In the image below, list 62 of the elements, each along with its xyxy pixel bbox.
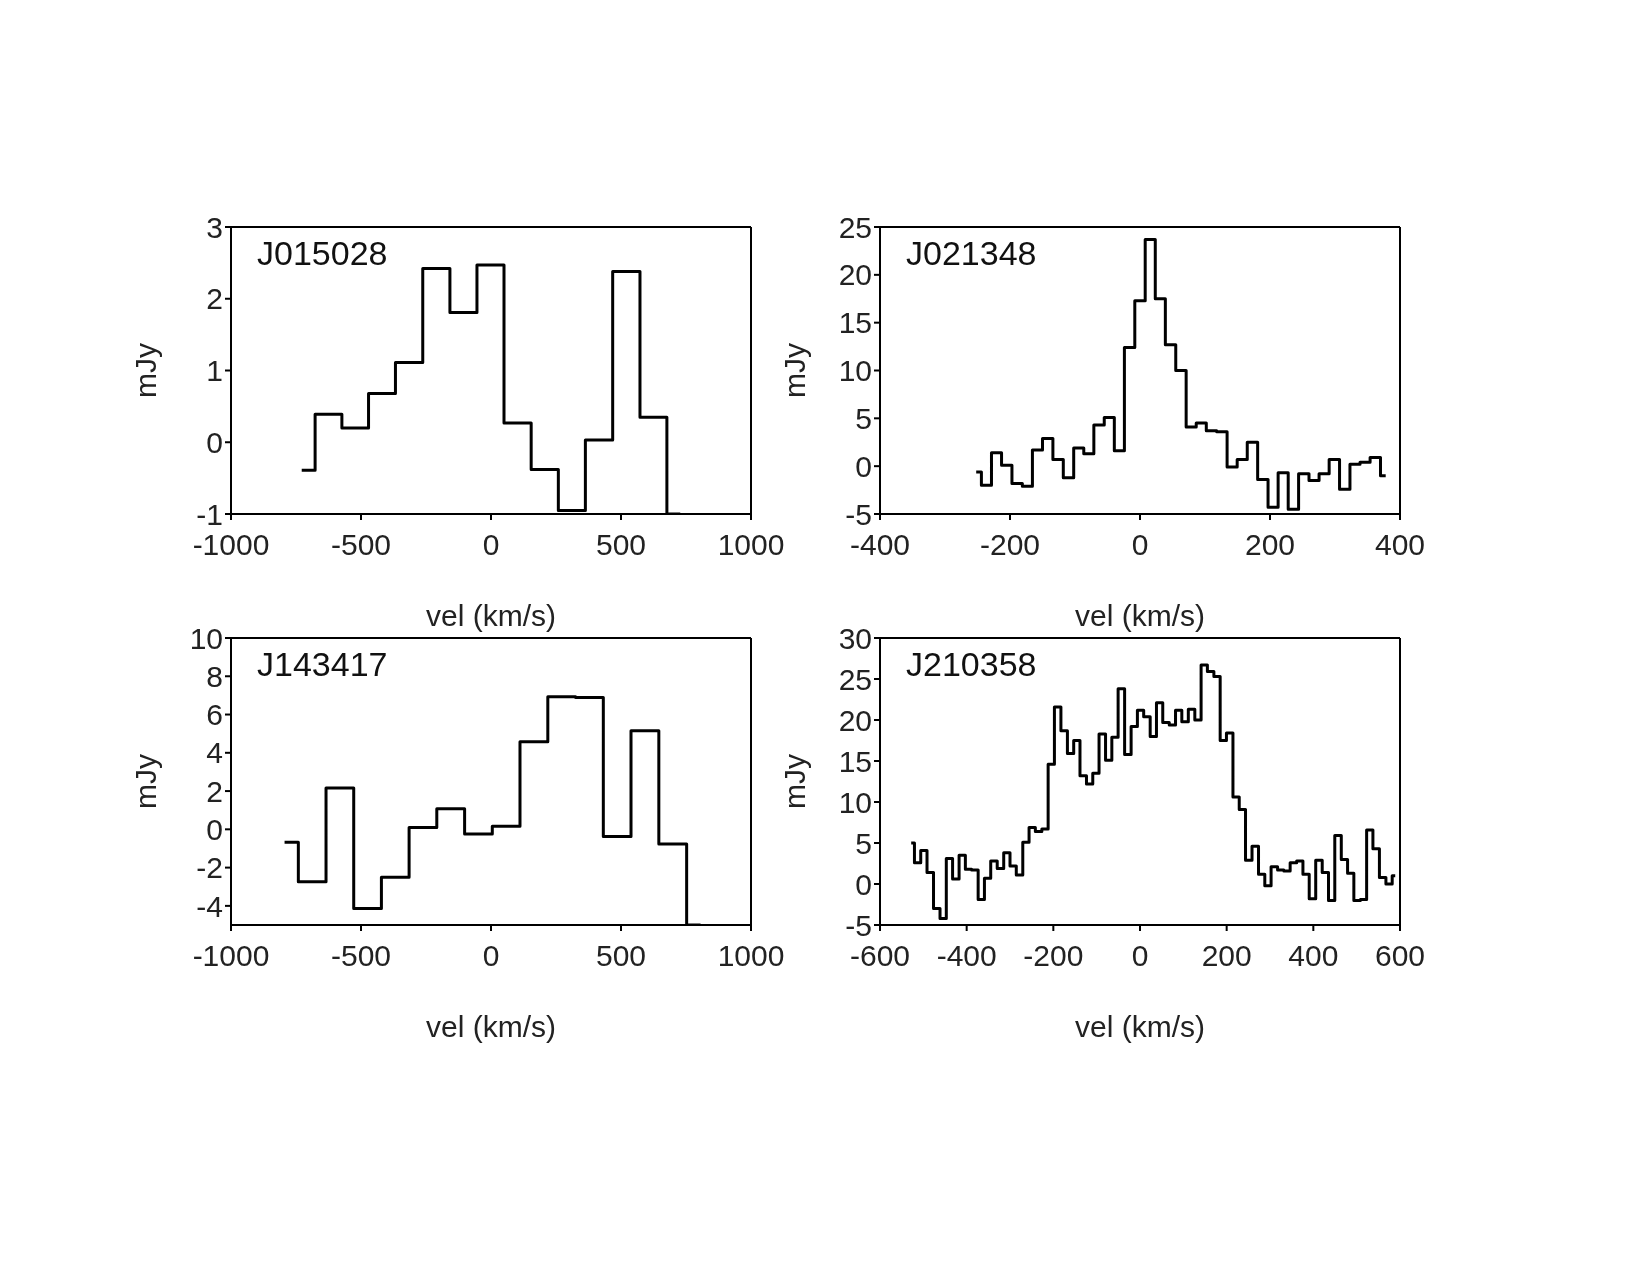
x-tick-label: 1000 [717, 939, 785, 973]
x-tick-label: 0 [482, 939, 500, 973]
x-tick-label: 0 [482, 528, 500, 562]
y-tick-label: 10 [838, 354, 872, 388]
y-tick-label: -2 [196, 851, 223, 885]
y-axis-title: mJy [128, 754, 162, 809]
y-tick-label: 8 [206, 659, 223, 693]
y-axis-title: mJy [128, 343, 162, 398]
x-tick-label: -1000 [192, 528, 270, 562]
x-tick-label: 500 [595, 528, 647, 562]
y-axis-title: mJy [777, 754, 811, 809]
x-axis-title: vel (km/s) [426, 599, 556, 632]
y-tick-label: 3 [206, 210, 223, 244]
y-tick-label: -5 [845, 497, 872, 531]
y-tick-label: 15 [838, 744, 872, 778]
chart-title: J021348 [906, 234, 1037, 273]
x-tick-label: -500 [330, 528, 392, 562]
y-tick-label: 5 [855, 401, 872, 435]
x-tick-label: 500 [595, 939, 647, 973]
y-tick-label: -5 [845, 908, 872, 942]
y-tick-label: 6 [206, 698, 223, 732]
y-tick-label: 15 [838, 306, 872, 340]
x-tick-label: -200 [1023, 939, 1084, 973]
chart-title: J015028 [257, 234, 388, 273]
chart-title: J210358 [906, 645, 1037, 684]
x-axis-title: vel (km/s) [1075, 1010, 1205, 1043]
y-tick-label: 10 [189, 621, 223, 655]
x-tick-label: -200 [979, 528, 1041, 562]
y-tick-label: 2 [206, 282, 223, 316]
y-tick-label: 0 [206, 425, 223, 459]
y-tick-label: 20 [838, 258, 872, 292]
y-tick-label: 4 [206, 736, 223, 770]
x-tick-label: 0 [1131, 528, 1149, 562]
y-tick-label: 25 [838, 210, 872, 244]
x-axis-title: vel (km/s) [426, 1010, 556, 1043]
x-axis-title: vel (km/s) [1075, 599, 1205, 632]
x-tick-label: -500 [330, 939, 392, 973]
x-tick-label: -400 [936, 939, 997, 973]
x-tick-label: -400 [849, 528, 911, 562]
y-tick-label: 0 [206, 812, 223, 846]
x-tick-label: 200 [1201, 939, 1252, 973]
y-tick-label: 1 [206, 354, 223, 388]
x-tick-label: 400 [1374, 528, 1426, 562]
chart-title: J143417 [257, 645, 388, 684]
y-tick-label: 25 [838, 662, 872, 696]
y-tick-label: 2 [206, 774, 223, 808]
x-tick-label: 600 [1374, 939, 1426, 973]
x-tick-label: 0 [1131, 939, 1149, 973]
y-tick-label: 0 [855, 449, 872, 483]
y-tick-label: -4 [196, 889, 223, 923]
x-tick-label: -600 [849, 939, 911, 973]
x-tick-label: -1000 [192, 939, 270, 973]
y-tick-label: 30 [838, 621, 872, 655]
x-tick-label: 400 [1288, 939, 1339, 973]
y-tick-label: -1 [196, 497, 223, 531]
y-tick-label: 10 [838, 785, 872, 819]
y-axis-title: mJy [777, 343, 811, 398]
y-tick-label: 5 [855, 826, 872, 860]
y-tick-label: 0 [855, 867, 872, 901]
x-tick-label: 200 [1244, 528, 1296, 562]
x-tick-label: 1000 [717, 528, 785, 562]
y-tick-label: 20 [838, 703, 872, 737]
